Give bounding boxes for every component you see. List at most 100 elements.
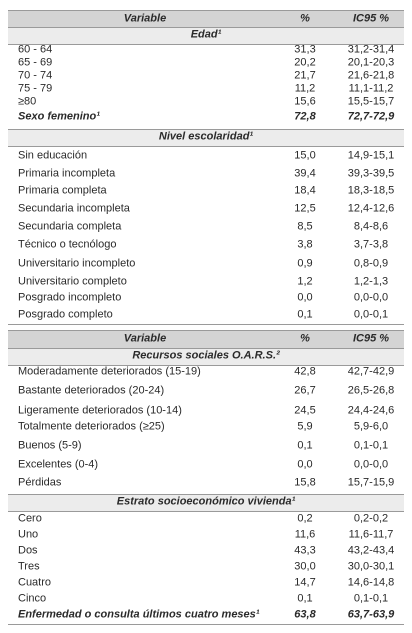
row-label: Totalmente deteriorados (≥25) bbox=[18, 420, 165, 433]
header-band bbox=[8, 330, 404, 348]
row-ci: 39,3-39,5 bbox=[347, 167, 395, 180]
section-rule bbox=[8, 146, 404, 147]
row-label: Secundaria incompleta bbox=[18, 202, 130, 215]
row-ci: 30,0-30,1 bbox=[347, 560, 395, 573]
row-ci: 0,0-0,0 bbox=[353, 458, 389, 471]
table-rule bbox=[8, 624, 404, 625]
row-ci: 43,2-43,4 bbox=[347, 544, 395, 557]
section-rule bbox=[8, 348, 404, 349]
section-title: Estrato socioeconómico vivienda¹ bbox=[116, 495, 296, 508]
row-ci: 11,6-11,7 bbox=[348, 528, 394, 541]
row-ci: 11,1-11,2 bbox=[348, 82, 394, 95]
row-ci: 31,2-31,4 bbox=[347, 43, 395, 56]
row-pct: 18,4 bbox=[294, 184, 316, 197]
header-pct: % bbox=[300, 12, 310, 25]
row-label: Primaria incompleta bbox=[18, 167, 116, 180]
row-pct: 24,5 bbox=[294, 404, 316, 417]
row-ci: 15,5-15,7 bbox=[347, 95, 395, 108]
row-pct: 0,2 bbox=[297, 512, 313, 525]
row-ci: 18,3-18,5 bbox=[347, 184, 395, 197]
row-label: Posgrado completo bbox=[18, 308, 113, 321]
row-label: Pérdidas bbox=[18, 476, 62, 489]
section-rule bbox=[8, 129, 404, 130]
section-rule bbox=[8, 27, 404, 28]
row-pct: 0,1 bbox=[297, 592, 313, 605]
summary-row-ci: 63,7-63,9 bbox=[347, 608, 395, 621]
row-label: Cuatro bbox=[18, 576, 52, 589]
section-rule bbox=[8, 511, 404, 512]
header-pct: % bbox=[300, 332, 310, 345]
header-rule bbox=[8, 330, 404, 331]
row-ci: 0,1-0,1 bbox=[353, 439, 389, 452]
row-label: Moderadamente deteriorados (15-19) bbox=[18, 365, 201, 378]
row-label: Universitario incompleto bbox=[18, 257, 136, 270]
row-label: 75 - 79 bbox=[18, 82, 53, 95]
row-ci: 14,9-15,1 bbox=[347, 149, 395, 162]
header-rule bbox=[8, 10, 404, 11]
row-label: Técnico o tecnólogo bbox=[18, 238, 117, 251]
row-pct: 43,3 bbox=[294, 544, 316, 557]
row-ci: 14,6-14,8 bbox=[347, 576, 395, 589]
summary-row-label: Enfermedad o consulta últimos cuatro mes… bbox=[18, 608, 260, 621]
section-title: Edad¹ bbox=[190, 28, 222, 41]
row-pct: 15,6 bbox=[294, 95, 316, 108]
row-ci: 0,8-0,9 bbox=[353, 257, 389, 270]
row-ci: 12,4-12,6 bbox=[347, 202, 395, 215]
row-label: ≥80 bbox=[18, 95, 37, 108]
summary-row-ci: 72,7-72,9 bbox=[347, 110, 395, 123]
row-ci: 15,7-15,9 bbox=[347, 476, 395, 489]
header-ci: IC95 % bbox=[352, 12, 390, 25]
row-ci: 0,0-0,1 bbox=[353, 308, 389, 321]
row-pct: 15,0 bbox=[294, 149, 316, 162]
row-pct: 26,7 bbox=[294, 384, 316, 397]
section-title: Recursos sociales O.A.R.S.² bbox=[132, 349, 280, 362]
row-pct: 20,2 bbox=[294, 56, 316, 69]
row-label: Uno bbox=[18, 528, 39, 541]
row-ci: 20,1-20,3 bbox=[347, 56, 395, 69]
row-label: Posgrado incompleto bbox=[18, 291, 122, 304]
row-pct: 1,2 bbox=[297, 275, 313, 288]
row-pct: 39,4 bbox=[294, 167, 316, 180]
row-label: 65 - 69 bbox=[18, 56, 53, 69]
header-ci: IC95 % bbox=[352, 332, 390, 345]
row-ci: 0,1-0,1 bbox=[353, 592, 389, 605]
summary-row-label: Sexo femenino¹ bbox=[18, 110, 100, 123]
row-ci: 24,4-24,6 bbox=[347, 404, 395, 417]
row-pct: 30,0 bbox=[294, 560, 316, 573]
row-label: Tres bbox=[18, 560, 40, 573]
summary-row-pct: 72,8 bbox=[294, 110, 316, 123]
row-pct: 21,7 bbox=[294, 69, 316, 82]
row-pct: 42,8 bbox=[294, 365, 316, 378]
header-label: Variable bbox=[123, 332, 167, 345]
section-band bbox=[8, 348, 404, 365]
row-pct: 0,0 bbox=[297, 291, 313, 304]
row-label: 70 - 74 bbox=[18, 69, 53, 82]
row-pct: 12,5 bbox=[294, 202, 316, 215]
section-rule bbox=[8, 44, 404, 45]
row-pct: 14,7 bbox=[294, 576, 316, 589]
row-ci: 1,2-1,3 bbox=[353, 275, 389, 288]
row-label: Bastante deteriorados (20-24) bbox=[18, 384, 165, 397]
section-rule bbox=[8, 494, 404, 495]
row-pct: 5,9 bbox=[297, 420, 313, 433]
row-label: Cero bbox=[18, 512, 42, 525]
row-label: Cinco bbox=[18, 592, 47, 605]
row-label: Buenos (5-9) bbox=[18, 439, 82, 452]
section-band bbox=[8, 129, 404, 146]
row-label: Dos bbox=[18, 544, 38, 557]
row-pct: 11,6 bbox=[294, 528, 316, 541]
row-ci: 0,2-0,2 bbox=[353, 512, 389, 525]
row-ci: 0,0-0,0 bbox=[353, 291, 389, 304]
section-rule bbox=[8, 365, 404, 366]
row-pct: 0,1 bbox=[297, 308, 313, 321]
row-label: Ligeramente deteriorados (10-14) bbox=[18, 404, 182, 417]
section-title: Nivel escolaridad¹ bbox=[158, 130, 254, 143]
row-pct: 15,8 bbox=[294, 476, 316, 489]
row-ci: 8,4-8,6 bbox=[353, 220, 389, 233]
row-ci: 26,5-26,8 bbox=[347, 384, 395, 397]
row-pct: 0,1 bbox=[297, 439, 313, 452]
row-label: Primaria completa bbox=[18, 184, 107, 197]
row-pct: 3,8 bbox=[297, 238, 313, 251]
section-band bbox=[8, 27, 404, 44]
